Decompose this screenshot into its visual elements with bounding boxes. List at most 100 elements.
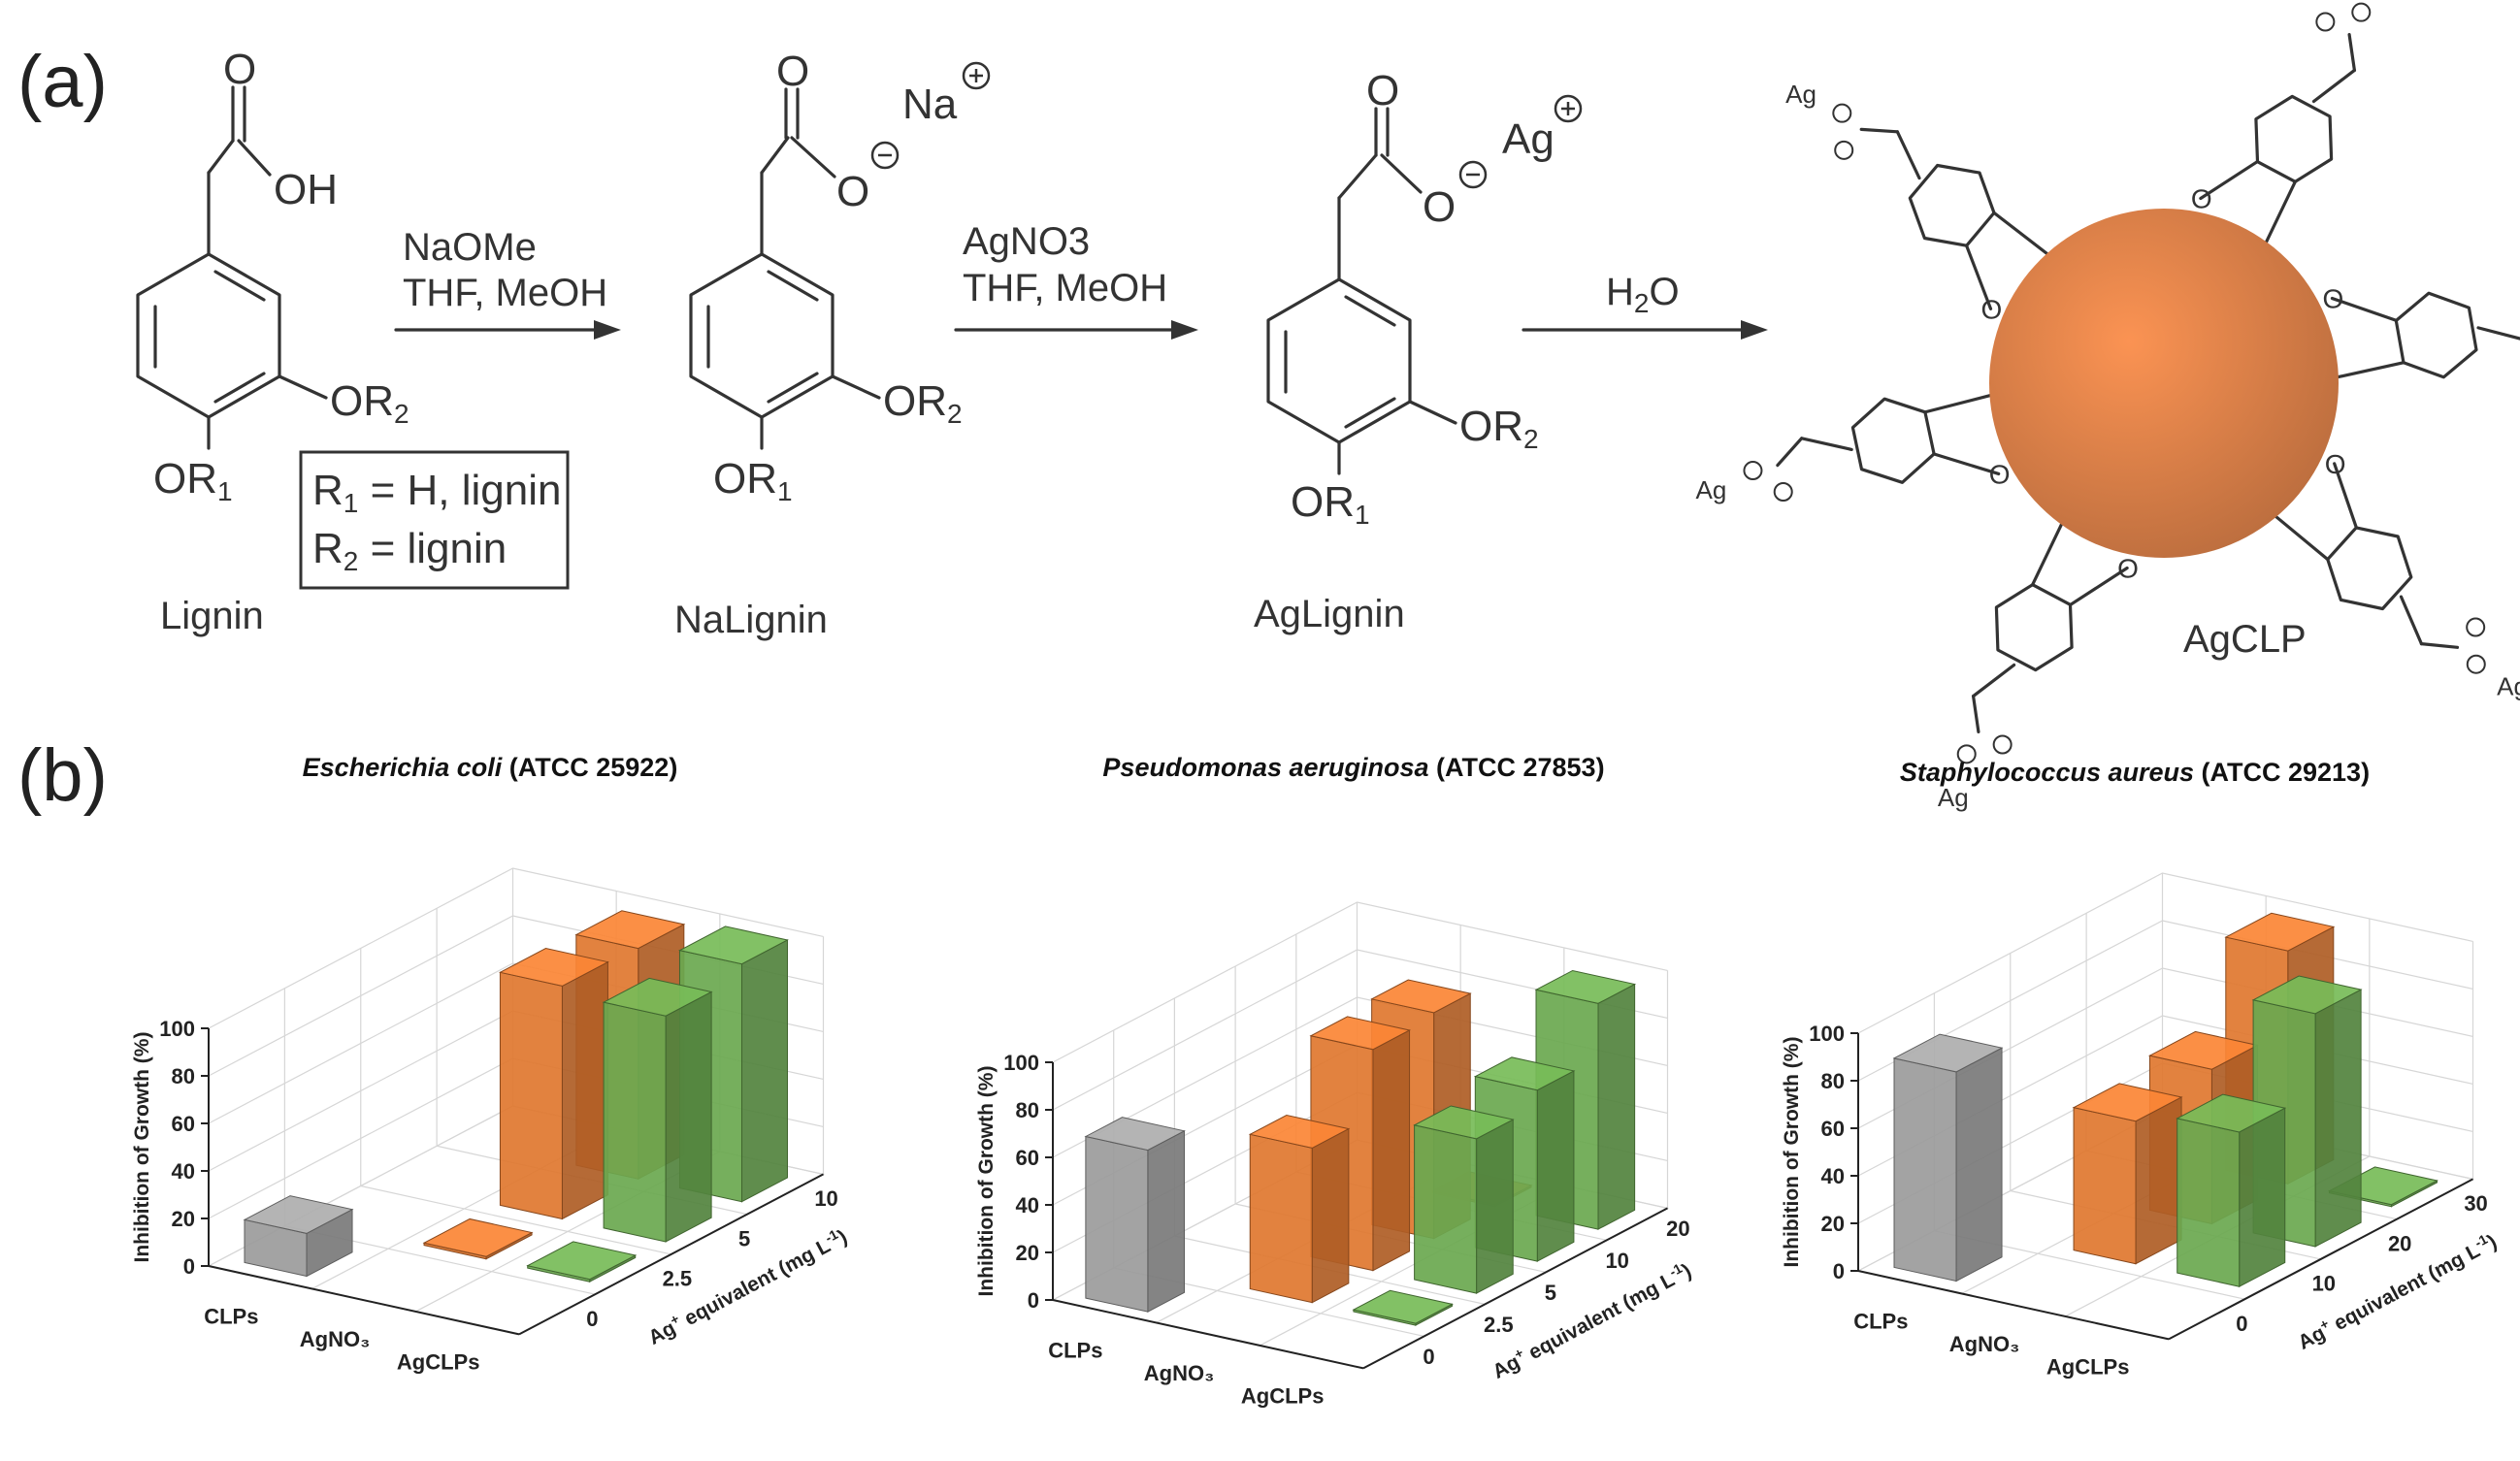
y-axis <box>518 1173 824 1336</box>
chart-gridline <box>1857 872 2473 1034</box>
z-tick-label: 0 <box>183 1254 195 1279</box>
clp-carboxylate-o <box>2351 2 2372 22</box>
z-tick-label: 40 <box>1016 1193 1039 1218</box>
step2-reagent: AgNO3 <box>963 220 1090 263</box>
reaction-arrow-3: H2O <box>1522 271 1768 340</box>
chart-escherichia-coli: Escherichia coli (ATCC 25922) 0 20 40 60 80 10… <box>131 753 851 1375</box>
z-tick-label: 60 <box>172 1112 195 1136</box>
bar-AgNO3-2.5 <box>422 1218 534 1260</box>
silver-cation: Ag <box>1502 115 1555 163</box>
clp-carboxylate-o <box>1956 744 1977 764</box>
y-tick-label: 5 <box>1545 1281 1556 1305</box>
step2-solvent: THF, MeOH <box>963 267 1167 309</box>
clp-carboxylate-o <box>1832 103 1852 123</box>
z-axis-label: Inhibition of Growth (%) <box>1781 1037 1803 1268</box>
bar-AgCLPs-5 <box>602 977 713 1243</box>
bar-CLPs-0 <box>243 1195 354 1278</box>
x-tick-label: AgCLPs <box>2046 1355 2130 1380</box>
clp-ether-o: O <box>1989 459 2011 489</box>
step3-reagent: H2O <box>1606 271 1680 318</box>
z-tick-label: 20 <box>1821 1212 1845 1236</box>
y-tick-label: 30 <box>2464 1191 2487 1216</box>
carbonyl-o-2: O <box>776 48 809 95</box>
x-tick-label: AgNO₃ <box>1949 1332 2020 1356</box>
z-tick-label: 20 <box>1016 1241 1039 1265</box>
clp-ether-o: O <box>2117 554 2139 584</box>
clp-ring <box>2254 94 2334 183</box>
sodium-cation: Na <box>902 81 958 128</box>
x-tick-label: CLPs <box>204 1305 258 1329</box>
clp-carboxylate-o <box>1992 734 2013 755</box>
x-tick-label: CLPs <box>1853 1310 1908 1334</box>
x-axis <box>208 1265 520 1336</box>
step1-reagent: NaOMe <box>403 226 537 269</box>
clp-ring <box>2394 291 2478 379</box>
y-tick-label: 0 <box>586 1307 598 1331</box>
bar-CLPs-0 <box>1892 1033 2004 1282</box>
clp-carboxylate-o <box>1834 140 1854 160</box>
y-tick-label: 2.5 <box>1484 1313 1514 1337</box>
chart-title: Escherichia coli (ATCC 25922) <box>303 753 678 782</box>
clp-ether-o: O <box>2322 284 2343 314</box>
r-group-box <box>299 450 570 590</box>
z-tick-label: 60 <box>1016 1146 1039 1170</box>
x-tick-label: AgCLPs <box>397 1350 480 1375</box>
clp-ring <box>1850 397 1936 484</box>
positive-charge-icon <box>962 61 991 90</box>
clp-ring <box>1994 583 2074 672</box>
clp-silver-cation: Ag <box>1696 475 1727 504</box>
z-tick-label: 80 <box>1016 1098 1039 1122</box>
r2-definition: R2 = lignin <box>312 525 507 576</box>
or1-label-2: OR1 <box>713 455 793 506</box>
y-axis-label: Ag+ equivalent (mg L-1) <box>1488 1257 1695 1383</box>
panel-a-label: (a) <box>17 41 108 123</box>
chart-pseudomonas-aeruginosa: Pseudomonas aeruginosa (ATCC 27853) 0 20 40… <box>975 753 1695 1409</box>
step1-solvent: THF, MeOH <box>403 272 607 314</box>
carbonyl-o: O <box>223 46 256 93</box>
carboxylate-o-2: O <box>836 168 869 215</box>
x-tick-label: AgNO₃ <box>1144 1361 1215 1385</box>
or1-label: OR1 <box>153 455 233 506</box>
clp-ring <box>2326 526 2413 611</box>
clp-ether-o: O <box>2191 183 2212 213</box>
bar-AgNO3-2.5 <box>1248 1114 1351 1304</box>
y-tick-label: 5 <box>738 1226 750 1250</box>
negative-charge-icon <box>1458 160 1488 189</box>
z-tick-label: 0 <box>1833 1259 1845 1283</box>
or2-label-2: OR2 <box>883 377 963 429</box>
positive-charge-icon <box>1554 94 1583 123</box>
clp-silver-cation: Ag <box>1785 80 1816 109</box>
y-tick-label: 0 <box>2236 1312 2247 1336</box>
carbonyl-o-3: O <box>1366 67 1399 114</box>
z-tick-label: 0 <box>1028 1288 1039 1313</box>
bar-AgCLPs-2.5 <box>526 1241 638 1283</box>
z-tick-label: 80 <box>172 1064 195 1088</box>
bar-AgCLPs-10 <box>2176 1093 2287 1288</box>
z-tick-label: 40 <box>172 1159 195 1184</box>
z-tick-label: 40 <box>1821 1164 1845 1188</box>
clp-ring <box>1908 163 1996 247</box>
clp-carboxylate-o <box>1743 461 1763 481</box>
z-axis-label: Inhibition of Growth (%) <box>131 1032 153 1263</box>
chart-title: Staphylococcus aureus (ATCC 29213) <box>1900 758 2370 787</box>
y-tick-label: 0 <box>1423 1345 1434 1369</box>
y-tick-label: 20 <box>1666 1217 1689 1241</box>
bar-AgCLPs-5 <box>1413 1105 1515 1294</box>
y-tick-label: 20 <box>2388 1231 2411 1255</box>
aglignin-structure: O O Ag OR2 OR1 AgLignin <box>1254 67 1583 635</box>
x-tick-label: AgNO₃ <box>300 1327 371 1351</box>
reaction-arrow-1: NaOMe THF, MeOH <box>394 226 621 340</box>
clp-ether-o: O <box>1981 294 2003 324</box>
y-tick-label: 2.5 <box>663 1267 693 1291</box>
clp-silver-cation: Ag <box>1938 783 1969 812</box>
aglignin-name: AgLignin <box>1254 593 1405 635</box>
y-axis <box>2168 1178 2473 1341</box>
negative-charge-icon <box>870 141 900 170</box>
y-axis <box>1362 1207 1668 1370</box>
lignin-structure: O OH OR2 OR1 R1 = H, lignin R2 = lignin … <box>136 46 570 637</box>
carboxylate-o-3: O <box>1423 183 1456 231</box>
bar-CLPs-0 <box>1084 1117 1186 1314</box>
hydroxyl-label: OH <box>274 166 338 213</box>
z-tick-label: 60 <box>1821 1117 1845 1141</box>
